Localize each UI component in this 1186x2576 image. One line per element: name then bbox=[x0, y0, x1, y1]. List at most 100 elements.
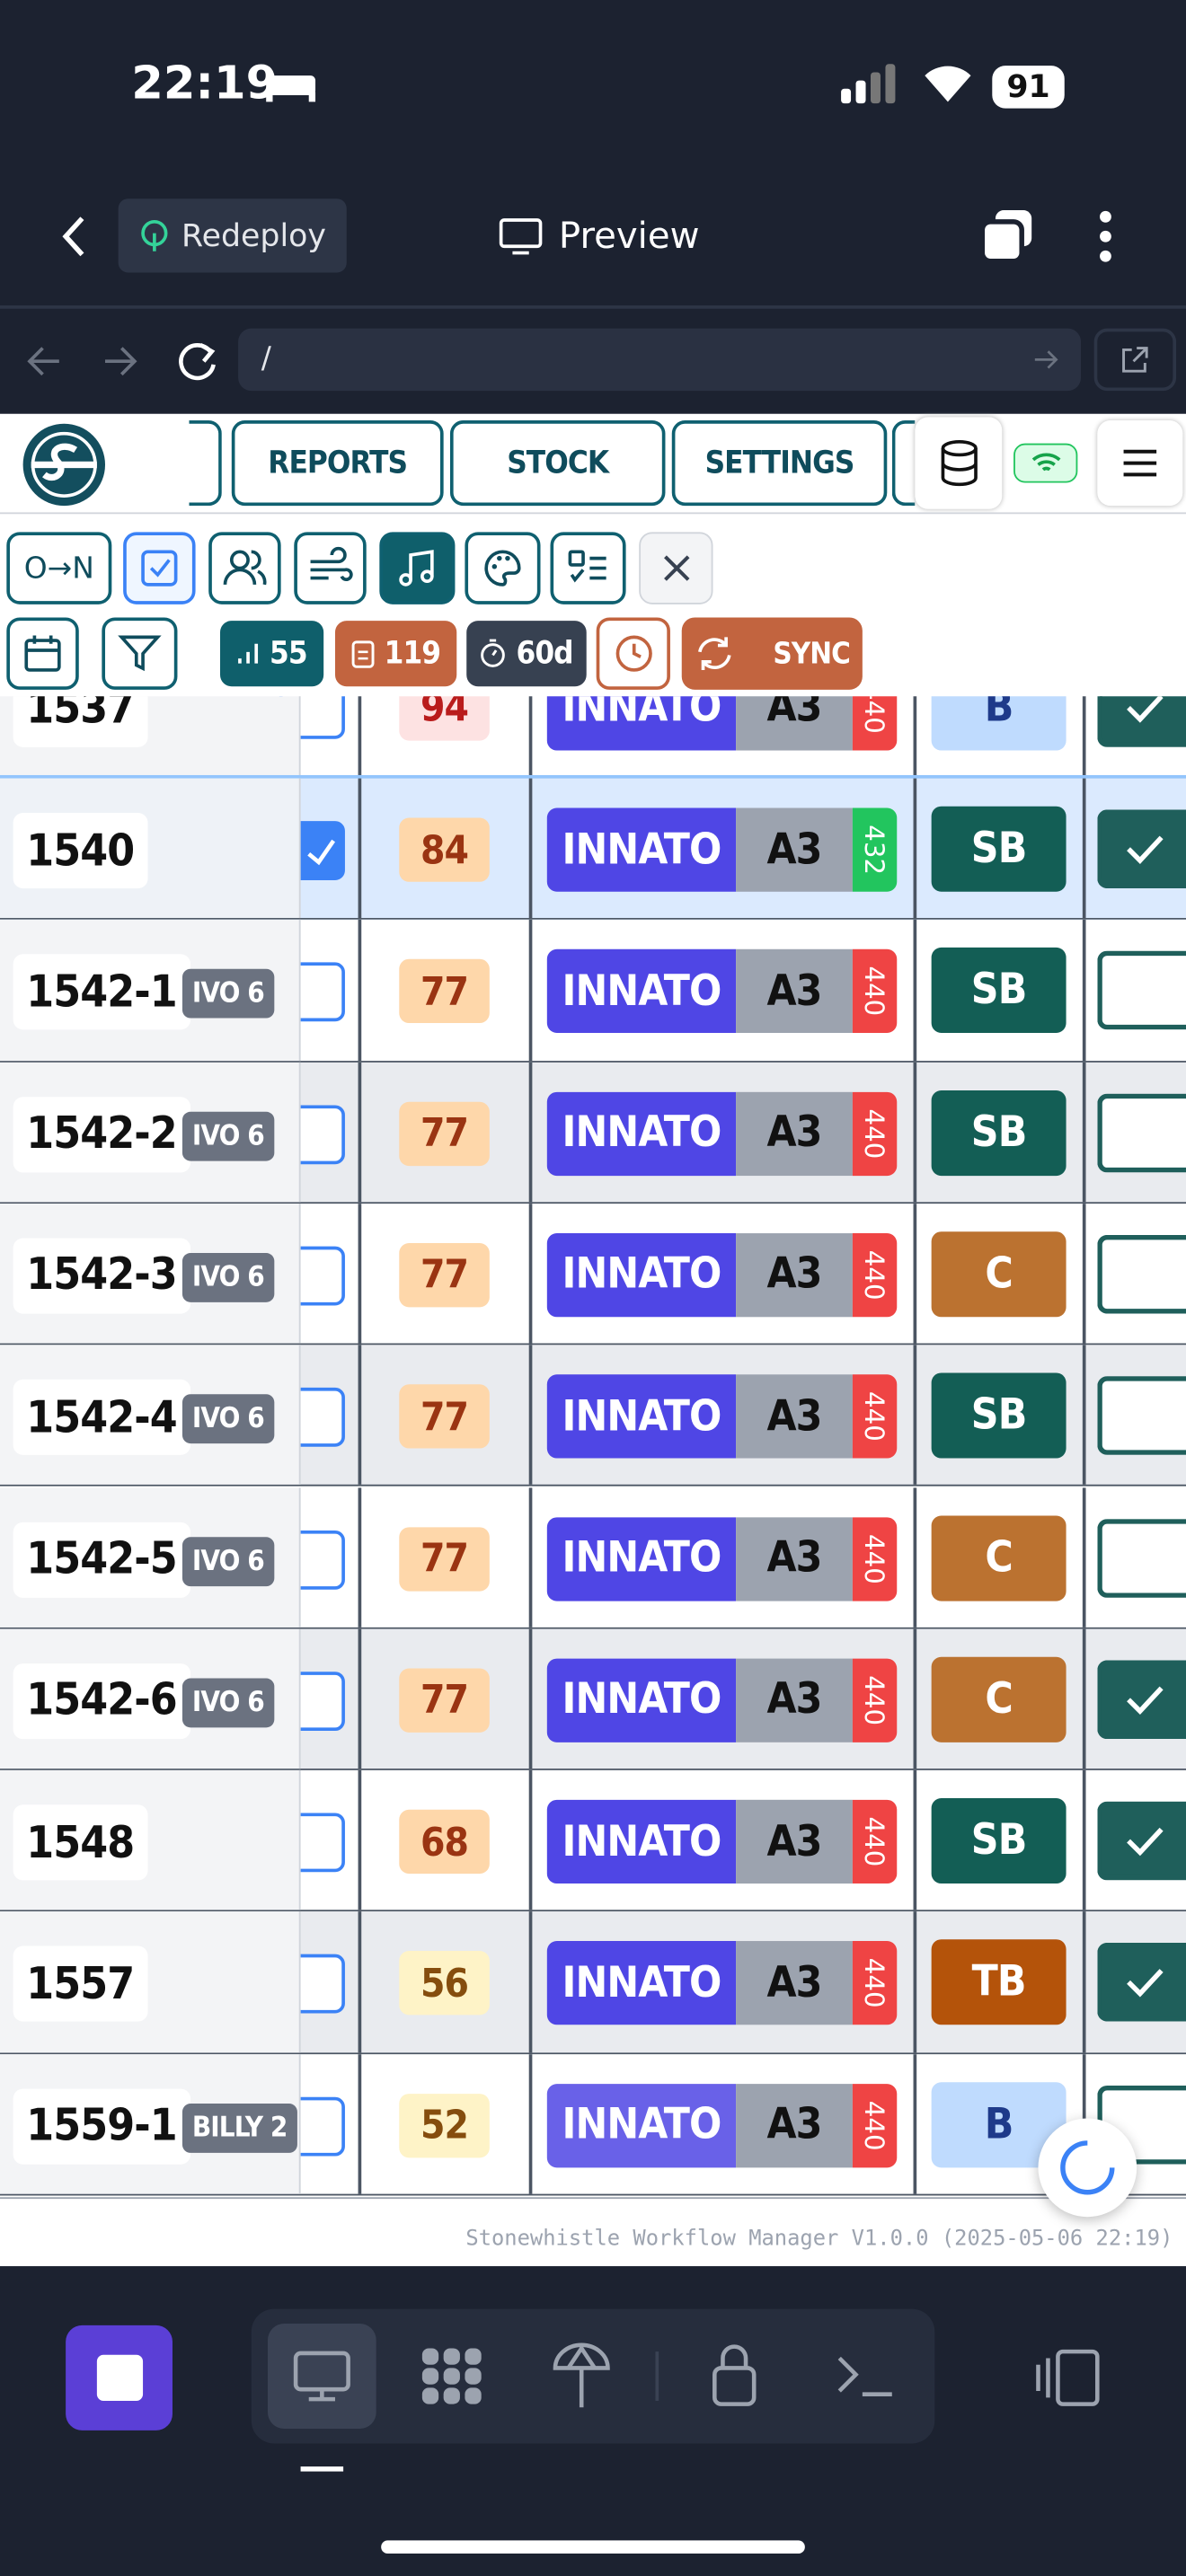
table-row[interactable]: 1557 56 INNATO A3 440 TB bbox=[0, 1911, 1186, 2054]
tuning-value: 440 bbox=[859, 966, 890, 1017]
tabs-button[interactable] bbox=[979, 207, 1039, 264]
model-badge: INNATO bbox=[546, 1232, 737, 1318]
table-row[interactable]: 1537 94 INNATO A3 440 B bbox=[0, 696, 1186, 779]
order-id: 1542-6 bbox=[13, 1663, 190, 1739]
grade-badge: C bbox=[931, 1514, 1067, 1601]
column-divider bbox=[528, 778, 532, 919]
funnel-icon bbox=[118, 635, 162, 672]
tuning-badge: 440 bbox=[852, 1232, 898, 1318]
stop-button[interactable] bbox=[66, 2325, 173, 2430]
checkmark bbox=[1126, 1969, 1163, 1998]
column-divider bbox=[1082, 1628, 1085, 1769]
preview-tab[interactable]: Preview bbox=[492, 207, 706, 266]
score-badge: 77 bbox=[399, 959, 490, 1024]
palette-icon bbox=[484, 550, 521, 587]
refresh-button[interactable] bbox=[1038, 2118, 1137, 2218]
preview-label: Preview bbox=[558, 216, 700, 258]
score-badge: 77 bbox=[399, 1242, 490, 1308]
more-button[interactable] bbox=[1097, 210, 1113, 263]
column-divider bbox=[528, 1345, 532, 1486]
dock bbox=[251, 2308, 935, 2444]
users-filter[interactable] bbox=[208, 532, 281, 604]
done-checkbox[interactable] bbox=[1097, 1518, 1186, 1598]
history-button[interactable] bbox=[596, 617, 670, 690]
model-badge: INNATO bbox=[546, 949, 737, 1034]
music-icon bbox=[399, 550, 434, 587]
done-checkbox[interactable] bbox=[1097, 809, 1186, 889]
layout-button[interactable] bbox=[1035, 2348, 1101, 2407]
tuning-badge: 440 bbox=[852, 1658, 898, 1742]
sync-button[interactable]: SYNC bbox=[681, 617, 863, 690]
done-checkbox[interactable] bbox=[1097, 1376, 1186, 1456]
table-row[interactable]: 1542-5 IVO 6 77 INNATO A3 440 C bbox=[0, 1486, 1186, 1629]
table-row[interactable]: 1540 84 INNATO A3 432 SB bbox=[0, 774, 1186, 924]
done-checkbox[interactable] bbox=[1097, 1234, 1186, 1314]
logo[interactable] bbox=[22, 422, 107, 507]
tuning-badge: 440 bbox=[852, 1799, 898, 1884]
done-checkbox[interactable] bbox=[1097, 1092, 1186, 1172]
table-row[interactable]: 1542-2 IVO 6 77 INNATO A3 440 SB bbox=[0, 1062, 1186, 1204]
tuning-value: 440 bbox=[859, 1958, 890, 2009]
tuning-value: 440 bbox=[859, 2100, 890, 2151]
nav-tab[interactable]: REPORTS bbox=[231, 420, 444, 507]
tuning-badge: 440 bbox=[852, 1091, 898, 1176]
table-row[interactable]: 1548 68 INNATO A3 440 SB bbox=[0, 1770, 1186, 1912]
key-badge: A3 bbox=[736, 1516, 853, 1601]
done-checkbox[interactable] bbox=[1097, 1943, 1186, 2023]
key-badge: A3 bbox=[736, 1091, 853, 1176]
grade-badge: B bbox=[931, 696, 1067, 750]
nav-tab[interactable]: SETTINGS bbox=[671, 420, 888, 507]
tab-partial[interactable] bbox=[189, 420, 222, 507]
select-toggle[interactable] bbox=[123, 532, 196, 604]
dock-secrets[interactable] bbox=[712, 2342, 757, 2407]
column-divider bbox=[358, 1486, 361, 1628]
menu-button[interactable] bbox=[1097, 420, 1183, 507]
dock-preview[interactable] bbox=[268, 2324, 376, 2430]
done-checkbox[interactable] bbox=[1097, 1801, 1186, 1881]
redeploy-button[interactable]: Redeploy bbox=[118, 198, 347, 273]
dock-indicator bbox=[300, 2466, 344, 2472]
column-divider bbox=[1082, 1203, 1085, 1344]
palette-filter[interactable] bbox=[465, 532, 541, 604]
done-checkbox[interactable] bbox=[1097, 1660, 1186, 1739]
sort-button[interactable]: O→N bbox=[6, 532, 112, 604]
key-badge: A3 bbox=[736, 1941, 853, 2026]
table-row[interactable]: 1559-1 BILLY 2 52 INNATO A3 440 B bbox=[0, 2053, 1186, 2196]
wind-icon bbox=[310, 546, 353, 581]
filter-button[interactable] bbox=[102, 617, 178, 690]
checklist-filter[interactable] bbox=[550, 532, 626, 604]
table-row[interactable]: 1542-6 IVO 6 77 INNATO A3 440 C bbox=[0, 1628, 1186, 1771]
column-divider bbox=[913, 1486, 916, 1628]
table-row[interactable]: 1542-1 IVO 6 77 INNATO A3 440 SB bbox=[0, 920, 1186, 1063]
grade-badge: SB bbox=[931, 1798, 1067, 1884]
model-badge: INNATO bbox=[546, 1516, 737, 1601]
order-id: 1542-2 bbox=[13, 1096, 190, 1172]
done-checkbox[interactable] bbox=[1097, 696, 1186, 747]
check-icon bbox=[141, 550, 178, 587]
dock-deploy[interactable] bbox=[552, 2342, 611, 2411]
grade-badge: SB bbox=[931, 1372, 1067, 1459]
wind-filter[interactable] bbox=[294, 532, 367, 604]
date-filter[interactable] bbox=[6, 617, 79, 690]
back-button[interactable] bbox=[59, 214, 93, 260]
external-button[interactable] bbox=[1093, 328, 1177, 392]
table-border bbox=[0, 2197, 1186, 2200]
database-button[interactable] bbox=[915, 417, 1003, 509]
clear-button[interactable] bbox=[639, 532, 713, 604]
table-row[interactable]: 1542-3 IVO 6 77 INNATO A3 440 C bbox=[0, 1203, 1186, 1345]
url-bar[interactable]: / bbox=[238, 328, 1082, 392]
nav-tab[interactable]: STOCK bbox=[449, 420, 666, 507]
dock-blocks[interactable] bbox=[419, 2345, 484, 2407]
checkmark bbox=[1126, 1686, 1163, 1715]
grade-badge: SB bbox=[931, 948, 1067, 1034]
nav-buttons[interactable] bbox=[23, 339, 216, 384]
signal-icon bbox=[841, 64, 896, 104]
table-row[interactable]: 1542-4 IVO 6 77 INNATO A3 440 SB bbox=[0, 1345, 1186, 1487]
dock-shell[interactable] bbox=[836, 2351, 896, 2401]
key-badge: A3 bbox=[736, 696, 853, 750]
done-checkbox[interactable] bbox=[1097, 951, 1186, 1030]
music-filter[interactable] bbox=[379, 532, 456, 604]
column-divider bbox=[358, 696, 361, 777]
tab-partial[interactable] bbox=[891, 420, 916, 507]
database-icon bbox=[940, 439, 977, 487]
